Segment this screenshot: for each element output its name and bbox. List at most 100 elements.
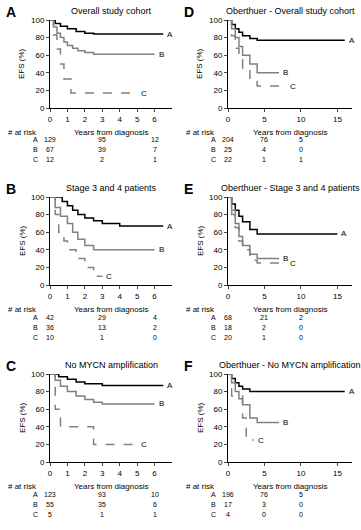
- svg-text:60: 60: [213, 51, 222, 60]
- svg-text:EFS (%): EFS (%): [17, 48, 26, 79]
- svg-text:1: 1: [65, 469, 70, 478]
- svg-text:# at risk: # at risk: [8, 482, 37, 491]
- svg-text:C: C: [290, 259, 296, 268]
- svg-text:Oberthuer - Overall study coho: Oberthuer - Overall study cohort: [226, 6, 355, 16]
- svg-text:A: A: [167, 30, 173, 39]
- svg-text:C: C: [141, 89, 147, 98]
- svg-text:93: 93: [98, 491, 106, 498]
- svg-text:60: 60: [35, 51, 44, 60]
- svg-text:100: 100: [209, 370, 223, 379]
- svg-text:7: 7: [153, 146, 157, 153]
- svg-text:20: 20: [35, 263, 44, 272]
- svg-text:4: 4: [226, 511, 230, 518]
- svg-text:20: 20: [213, 86, 222, 95]
- svg-text:4: 4: [117, 292, 122, 301]
- svg-text:# at risk: # at risk: [186, 482, 215, 491]
- svg-text:Years from diagnosis: Years from diagnosis: [74, 305, 148, 314]
- svg-text:20: 20: [35, 440, 44, 449]
- svg-text:15: 15: [333, 292, 342, 301]
- svg-text:A: A: [33, 314, 38, 321]
- svg-text:1: 1: [100, 511, 104, 518]
- svg-text:21: 21: [260, 314, 268, 321]
- svg-text:B: B: [33, 324, 38, 331]
- svg-text:5: 5: [262, 469, 267, 478]
- svg-text:Years from diagnosis: Years from diagnosis: [253, 128, 327, 137]
- svg-text:6: 6: [153, 501, 157, 508]
- svg-text:0: 0: [48, 469, 53, 478]
- svg-text:100: 100: [209, 193, 223, 202]
- svg-text:C: C: [290, 82, 296, 91]
- svg-text:A: A: [167, 222, 173, 231]
- svg-text:1: 1: [299, 156, 303, 163]
- svg-text:100: 100: [31, 16, 45, 25]
- svg-text:4: 4: [153, 314, 157, 321]
- svg-text:12: 12: [151, 136, 159, 143]
- svg-text:2: 2: [83, 115, 88, 124]
- svg-text:D: D: [184, 4, 194, 20]
- svg-text:A: A: [211, 136, 216, 143]
- svg-text:No MYCN amplification: No MYCN amplification: [65, 360, 158, 370]
- svg-text:B: B: [33, 146, 38, 153]
- svg-text:Years from diagnosis: Years from diagnosis: [253, 482, 327, 491]
- svg-text:Overall study cohort: Overall study cohort: [71, 6, 152, 16]
- svg-text:3: 3: [100, 115, 105, 124]
- svg-text:B: B: [159, 245, 164, 254]
- svg-text:Years from diagnosis: Years from diagnosis: [74, 482, 148, 491]
- svg-text:68: 68: [224, 314, 232, 321]
- svg-text:C: C: [211, 511, 216, 518]
- svg-text:60: 60: [213, 405, 222, 414]
- svg-text:0: 0: [299, 501, 303, 508]
- svg-text:29: 29: [98, 314, 106, 321]
- svg-text:10: 10: [296, 469, 305, 478]
- svg-text:A: A: [211, 491, 216, 498]
- svg-text:4: 4: [117, 115, 122, 124]
- svg-text:36: 36: [46, 324, 54, 331]
- svg-text:2: 2: [299, 314, 303, 321]
- svg-text:204: 204: [222, 136, 234, 143]
- svg-text:A: A: [349, 36, 355, 45]
- svg-text:123: 123: [44, 491, 56, 498]
- svg-text:6: 6: [152, 469, 157, 478]
- svg-text:100: 100: [31, 193, 45, 202]
- svg-text:2: 2: [262, 324, 266, 331]
- svg-text:1: 1: [65, 115, 70, 124]
- svg-text:0: 0: [48, 292, 53, 301]
- svg-text:B: B: [283, 254, 288, 263]
- svg-text:0: 0: [40, 458, 45, 467]
- svg-text:A: A: [6, 4, 16, 20]
- svg-text:3: 3: [100, 469, 105, 478]
- svg-text:0: 0: [48, 115, 53, 124]
- svg-text:4: 4: [117, 469, 122, 478]
- svg-text:12: 12: [46, 156, 54, 163]
- svg-text:EFS (%): EFS (%): [18, 402, 27, 433]
- svg-text:1: 1: [100, 334, 104, 341]
- svg-text:B: B: [283, 68, 288, 77]
- svg-text:60: 60: [35, 405, 44, 414]
- svg-text:10: 10: [296, 292, 305, 301]
- svg-text:5: 5: [135, 292, 140, 301]
- svg-text:EFS (%): EFS (%): [196, 402, 205, 433]
- svg-text:0: 0: [262, 511, 266, 518]
- svg-text:A: A: [211, 314, 216, 321]
- svg-text:2: 2: [83, 469, 88, 478]
- svg-text:15: 15: [333, 469, 342, 478]
- svg-text:0: 0: [299, 146, 303, 153]
- svg-text:1: 1: [153, 156, 157, 163]
- svg-text:76: 76: [260, 136, 268, 143]
- svg-text:10: 10: [296, 115, 305, 124]
- svg-text:80: 80: [213, 33, 222, 42]
- svg-text:20: 20: [35, 86, 44, 95]
- svg-text:0: 0: [40, 281, 45, 290]
- svg-text:B: B: [33, 501, 38, 508]
- svg-text:0: 0: [218, 281, 223, 290]
- svg-text:5: 5: [262, 292, 267, 301]
- svg-text:# at risk: # at risk: [186, 128, 215, 137]
- svg-text:76: 76: [260, 491, 268, 498]
- svg-text:B: B: [211, 146, 216, 153]
- svg-text:22: 22: [224, 156, 232, 163]
- svg-text:B: B: [211, 501, 216, 508]
- svg-text:B: B: [6, 181, 16, 197]
- svg-text:25: 25: [224, 146, 232, 153]
- svg-text:80: 80: [35, 33, 44, 42]
- svg-text:67: 67: [46, 146, 54, 153]
